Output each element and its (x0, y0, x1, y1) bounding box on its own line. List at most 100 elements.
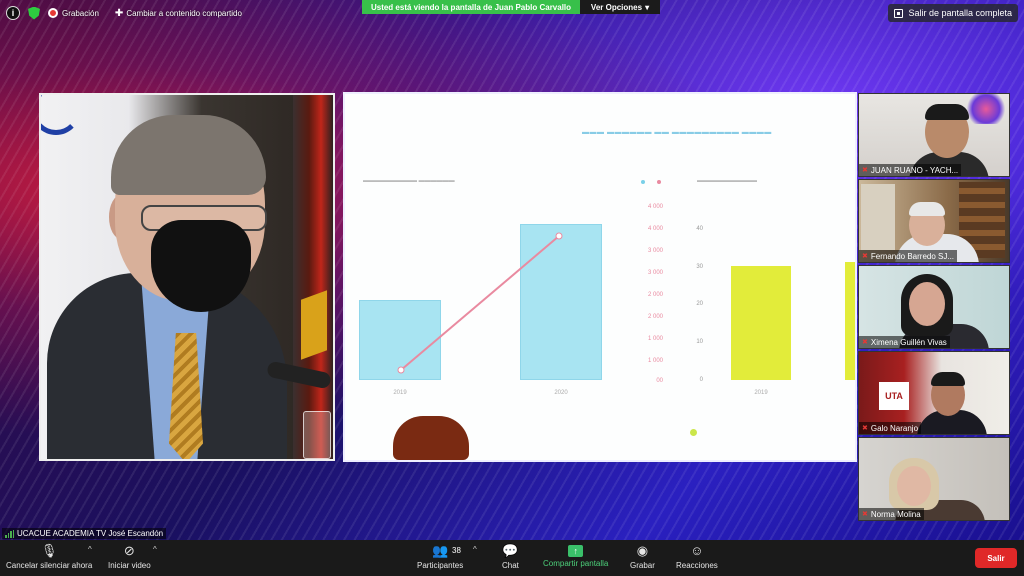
y-tick-right: 0 (699, 377, 703, 383)
presenter-hand (393, 416, 469, 460)
slide-title-blur: ▬▬▬ ▬▬▬▬▬▬ ▬▬ ▬▬▬▬▬▬▬▬▬ ▬▬▬▬ (582, 129, 772, 136)
participant-name-tag: ✖ Norma Molina (859, 508, 924, 520)
video-options-caret-icon[interactable]: ^ (153, 545, 157, 554)
meeting-status-bar: i Grabación ✚ Cambiar a contenido compar… (6, 6, 242, 20)
speaker-hair (111, 115, 266, 195)
bar-2019 (359, 300, 441, 380)
x-tick-label: 2019 (393, 390, 407, 396)
trend-line (397, 232, 563, 374)
window (861, 184, 895, 250)
participant-tile[interactable]: ✖ Norma Molina (858, 437, 1010, 521)
audio-options-caret-icon[interactable]: ^ (88, 545, 92, 554)
y-tick-right: 30 (696, 264, 703, 270)
flag-stripe (301, 290, 327, 360)
participants-button[interactable]: 👥 Participantes (417, 543, 463, 570)
wall-decoration (963, 94, 1009, 124)
participant-tile[interactable]: ✖ JUAN RUANO - YACH... (858, 93, 1010, 177)
legend-dot-cyan (641, 180, 645, 184)
flag-backdrop (293, 95, 333, 459)
participant-name-tag: ✖ JUAN RUANO - YACH... (859, 164, 962, 176)
video-off-icon: ⊘ (123, 543, 135, 558)
legend-dot-pink (657, 180, 661, 184)
encryption-shield-icon[interactable] (28, 6, 40, 20)
participant-head (897, 466, 931, 506)
info-icon[interactable]: i (6, 6, 20, 20)
participant-head (909, 282, 945, 326)
participants-caret-icon[interactable]: ^ (473, 545, 477, 554)
meeting-toolbar: 🎙 Cancelar silenciar ahora ^ ⊘ Iniciar v… (0, 540, 1024, 576)
participant-name: Galo Naranjo (870, 423, 919, 433)
participant-name: Ximena Guillén Vivas (870, 337, 947, 347)
record-icon (48, 8, 58, 18)
record-label: Grabar (630, 561, 655, 570)
y-tick-left: 2 000 (647, 292, 663, 298)
participant-name-tag: ✖ Ximena Guillén Vivas (859, 336, 950, 348)
participant-name: Norma Molina (870, 509, 921, 519)
y-tick-left: 4 000 (647, 226, 663, 232)
view-options-label: Ver Opciones (590, 2, 643, 12)
speaker-face-mask (151, 220, 251, 312)
bar-yellow-partial (845, 262, 855, 380)
y-tick-left: 1 000 (647, 336, 663, 342)
y-tick-left: 00 (656, 378, 663, 384)
viewing-screen-banner: Usted está viendo la pantalla de Juan Pa… (362, 0, 580, 14)
pin-icon: ✚ (114, 7, 124, 19)
active-speaker-name: UCACUE ACADEMIA TV José Escandón (17, 529, 164, 538)
bar-2020 (520, 224, 602, 380)
leave-meeting-button[interactable]: Salir (975, 548, 1017, 568)
chevron-down-icon: ▾ (645, 2, 650, 12)
exit-fullscreen-icon (894, 8, 904, 18)
participant-tile[interactable]: UTA ✖ Galo Naranjo (858, 351, 1010, 435)
y-tick-left: 4 000 (647, 204, 663, 210)
participants-icon: 👥 (432, 543, 449, 558)
start-video-button[interactable]: ⊘ Iniciar video (108, 543, 151, 570)
y-tick-right: 10 (696, 339, 703, 345)
participant-tile[interactable]: ✖ Fernando Barredo SJ... (858, 179, 1010, 263)
y-tick-left: 3 000 (647, 248, 663, 254)
reactions-button[interactable]: ☺ Reacciones (676, 543, 718, 570)
logo-arc (41, 95, 81, 135)
reactions-label: Reacciones (676, 561, 718, 570)
slide-subtitle-left-blur: ▬▬▬▬▬▬▬▬▬ ▬▬▬▬▬▬ (363, 178, 455, 184)
signal-strength-icon (5, 529, 14, 538)
slide-subtitle-right-blur: ▬▬▬▬▬▬▬▬▬▬ (697, 178, 757, 184)
unmute-button[interactable]: 🎙 Cancelar silenciar ahora (6, 543, 92, 570)
participant-name: Fernando Barredo SJ... (870, 251, 955, 261)
record-button[interactable]: ◉ Grabar (630, 543, 655, 570)
y-tick-left: 2 000 (647, 314, 663, 320)
exit-fullscreen-button[interactable]: Salir de pantalla completa (888, 4, 1018, 22)
y-tick-left: 1 000 (647, 358, 663, 364)
share-screen-button[interactable]: ↑ Compartir pantalla (543, 543, 608, 568)
muted-microphone-icon: 🎙 (40, 543, 58, 558)
change-shared-label: Cambiar a contenido compartido (126, 8, 242, 18)
participant-name: JUAN RUANO - YACH... (870, 165, 959, 175)
share-screen-label: Compartir pantalla (543, 559, 609, 568)
muted-mic-icon: ✖ (862, 339, 868, 346)
view-options-dropdown[interactable]: Ver Opciones ▾ (580, 0, 660, 14)
muted-mic-icon: ✖ (862, 167, 868, 174)
y-tick-right: 20 (696, 301, 703, 307)
exit-fullscreen-label: Salir de pantalla completa (908, 8, 1012, 18)
university-logo: UTA (879, 382, 909, 410)
record-icon: ◉ (636, 543, 649, 558)
share-screen-icon: ↑ (568, 545, 584, 557)
recording-indicator[interactable]: Grabación (48, 8, 99, 18)
participants-label: Participantes (417, 561, 464, 570)
participants-count: 38 (452, 546, 461, 555)
x-tick-label: 2019 (754, 390, 768, 396)
legend-dot-green (690, 429, 697, 436)
participant-tile[interactable]: ✖ Ximena Guillén Vivas (858, 265, 1010, 349)
x-tick-label: 2020 (554, 390, 568, 396)
bar-yellow-2019 (731, 266, 791, 380)
change-shared-content-button[interactable]: ✚ Cambiar a contenido compartido (115, 8, 242, 19)
speaker-video[interactable] (39, 93, 335, 461)
chat-button[interactable]: 💬 Chat (502, 543, 519, 570)
participant-hair (909, 202, 945, 216)
recording-label: Grabación (62, 8, 99, 18)
shared-screen-slide[interactable]: ▬▬▬ ▬▬▬▬▬▬ ▬▬ ▬▬▬▬▬▬▬▬▬ ▬▬▬▬ ▬▬▬▬▬▬▬▬▬ ▬… (343, 92, 857, 462)
y-tick-left: 3 000 (647, 270, 663, 276)
muted-mic-icon: ✖ (862, 511, 868, 518)
muted-mic-icon: ✖ (862, 253, 868, 260)
participant-hair (931, 372, 965, 386)
participant-name-tag: ✖ Galo Naranjo (859, 422, 922, 434)
